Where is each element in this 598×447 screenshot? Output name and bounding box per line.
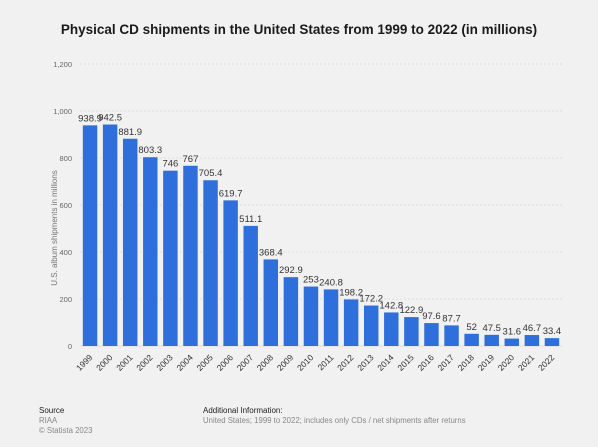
bar[interactable] bbox=[464, 333, 479, 346]
bar[interactable] bbox=[544, 338, 560, 346]
bar[interactable] bbox=[283, 277, 299, 346]
bar[interactable] bbox=[363, 305, 379, 346]
x-tick-label: 2018 bbox=[456, 352, 477, 373]
bar[interactable] bbox=[384, 312, 399, 346]
data-label: 172.2 bbox=[359, 294, 383, 305]
x-tick-label: 2015 bbox=[395, 352, 416, 373]
data-label: 87.7 bbox=[442, 313, 461, 324]
chart-title: Physical CD shipments in the United Stat… bbox=[60, 22, 538, 37]
y-tick-label: 600 bbox=[59, 201, 72, 210]
bar[interactable] bbox=[163, 170, 178, 346]
bar[interactable] bbox=[143, 157, 158, 346]
bar[interactable] bbox=[243, 225, 258, 346]
x-tick-label: 2016 bbox=[415, 352, 436, 373]
source-name[interactable]: RIAA bbox=[39, 416, 58, 425]
y-axis-ticks: 0 200 400 600 800 1,000 1,200 bbox=[53, 60, 72, 351]
source-block: Source RIAA © Statista 2023 bbox=[39, 406, 92, 436]
x-tick-label: 2002 bbox=[134, 352, 155, 373]
bar[interactable] bbox=[203, 180, 218, 346]
bar[interactable] bbox=[223, 200, 238, 346]
data-label: 142.8 bbox=[379, 300, 403, 311]
x-tick-label: 2019 bbox=[476, 352, 497, 373]
additional-info-block: Additional Information: United States; 1… bbox=[203, 406, 466, 426]
y-tick-label: 1,200 bbox=[53, 60, 72, 69]
data-label: 33.4 bbox=[543, 326, 562, 337]
data-label: 46.7 bbox=[523, 323, 542, 334]
data-label: 122.9 bbox=[399, 305, 423, 316]
bar[interactable] bbox=[323, 289, 339, 346]
bar[interactable] bbox=[524, 335, 540, 346]
bar[interactable] bbox=[343, 299, 359, 346]
y-tick-label: 1,000 bbox=[53, 107, 72, 116]
x-tick-label: 2009 bbox=[275, 352, 296, 373]
bar[interactable] bbox=[484, 334, 499, 346]
bar[interactable] bbox=[303, 286, 319, 346]
x-tick-label: 2017 bbox=[436, 352, 457, 373]
bar[interactable] bbox=[183, 165, 198, 346]
bars bbox=[82, 124, 560, 347]
bar[interactable] bbox=[444, 325, 459, 346]
data-label: 705.4 bbox=[199, 168, 223, 179]
additional-info-heading: Additional Information: bbox=[203, 406, 283, 415]
data-label: 803.3 bbox=[138, 145, 162, 156]
x-tick-label: 2005 bbox=[195, 352, 216, 373]
x-tick-label: 2004 bbox=[174, 352, 195, 373]
data-label: 619.7 bbox=[219, 188, 243, 199]
bar[interactable] bbox=[424, 323, 439, 346]
x-tick-label: 2001 bbox=[114, 352, 135, 373]
x-tick-label: 2006 bbox=[215, 352, 236, 373]
x-axis-ticks: 1999 2000 2001 2002 2003 2004 2005 2006 2007 2008… bbox=[74, 352, 557, 373]
bar[interactable] bbox=[404, 317, 419, 346]
x-tick-label: 2003 bbox=[154, 352, 175, 373]
bar[interactable] bbox=[122, 138, 138, 346]
y-tick-label: 800 bbox=[59, 154, 72, 163]
data-label: 938.9 bbox=[78, 113, 102, 124]
additional-info-text: United States; 1999 to 2022; includes on… bbox=[203, 416, 466, 425]
x-tick-label: 2000 bbox=[94, 352, 115, 373]
data-label: 746 bbox=[162, 159, 178, 170]
data-label: 31.6 bbox=[503, 327, 522, 338]
data-label: 368.4 bbox=[259, 247, 283, 258]
x-tick-label: 2010 bbox=[295, 352, 316, 373]
data-label: 292.9 bbox=[279, 265, 303, 276]
data-label: 881.9 bbox=[118, 127, 142, 138]
gridlines bbox=[80, 63, 562, 347]
x-tick-label: 2007 bbox=[235, 352, 256, 373]
data-label: 97.6 bbox=[422, 311, 441, 322]
data-label: 47.5 bbox=[482, 323, 501, 334]
x-tick-label: 2008 bbox=[255, 352, 276, 373]
data-label: 767 bbox=[183, 154, 199, 165]
data-label: 52 bbox=[466, 322, 477, 333]
x-tick-label: 2011 bbox=[315, 352, 335, 372]
x-tick-label: 2014 bbox=[375, 352, 396, 373]
x-tick-label: 1999 bbox=[74, 352, 95, 373]
bar[interactable] bbox=[82, 125, 98, 347]
y-tick-label: 0 bbox=[68, 342, 72, 351]
x-tick-label: 2021 bbox=[516, 352, 537, 373]
bar[interactable] bbox=[263, 259, 279, 346]
x-tick-label: 2020 bbox=[496, 352, 517, 373]
x-tick-label: 2013 bbox=[355, 352, 376, 373]
bar[interactable] bbox=[504, 338, 520, 346]
y-axis-label: U.S. album shipments in millions bbox=[50, 170, 59, 286]
source-heading: Source bbox=[39, 406, 65, 415]
x-tick-label: 2022 bbox=[536, 352, 557, 373]
data-label: 511.1 bbox=[239, 214, 262, 225]
x-tick-label: 2012 bbox=[335, 352, 356, 373]
copyright: © Statista 2023 bbox=[39, 426, 93, 435]
data-label: 198.2 bbox=[339, 287, 363, 298]
data-label: 253 bbox=[303, 275, 319, 286]
y-tick-label: 200 bbox=[59, 295, 72, 304]
data-label: 942.5 bbox=[98, 113, 122, 124]
data-label: 240.8 bbox=[319, 277, 343, 288]
bar[interactable] bbox=[102, 124, 118, 346]
y-tick-label: 400 bbox=[59, 248, 72, 257]
